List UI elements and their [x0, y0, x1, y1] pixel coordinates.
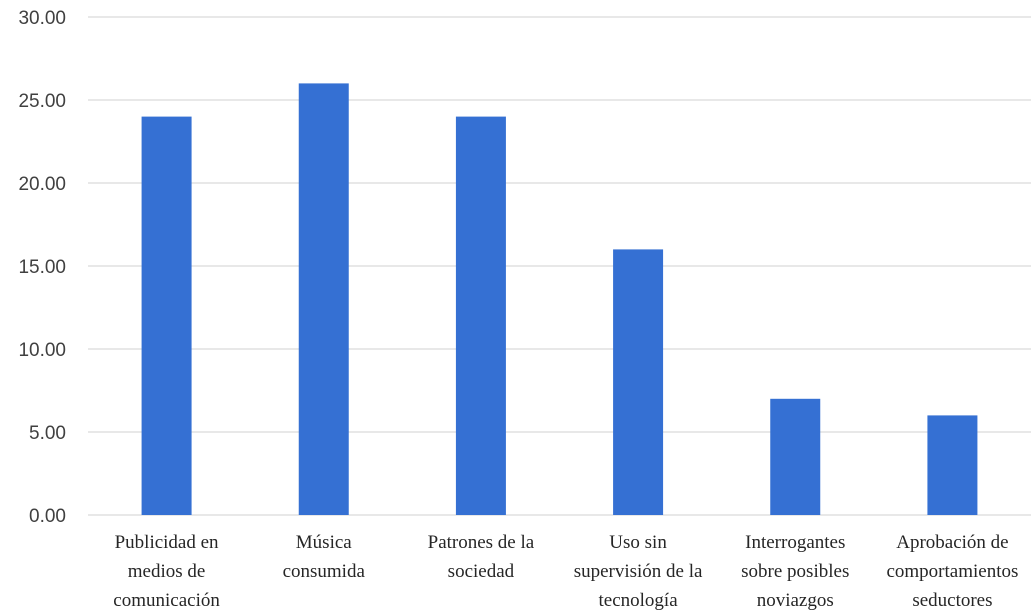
- y-tick-label: 0.00: [29, 506, 66, 527]
- bar-0: [141, 116, 192, 515]
- x-tick-label-line: supervisión de la: [574, 561, 703, 582]
- x-tick-label-line: consumida: [283, 561, 366, 582]
- y-tick-label: 10.00: [18, 340, 66, 361]
- bar-5: [927, 415, 978, 515]
- x-tick-label-line: Uso sin: [609, 532, 667, 553]
- x-tick-label-line: comportamientos: [886, 561, 1018, 582]
- x-tick-label-line: Música: [296, 532, 353, 553]
- x-tick-label-2: Patrones de la sociedad: [428, 532, 535, 582]
- x-tick-label-5: Aprobación de comportamientos seductores: [886, 532, 1018, 611]
- bar-2: [455, 116, 506, 515]
- x-tick-label-1: Música consumida: [283, 532, 366, 582]
- y-tick-label: 20.00: [18, 174, 66, 195]
- y-tick-label: 30.00: [18, 8, 66, 29]
- y-tick-label: 15.00: [18, 257, 66, 278]
- bar-4: [770, 398, 821, 515]
- gridlines: [88, 16, 1031, 516]
- bar-3: [613, 249, 664, 515]
- x-tick-label-line: Interrogantes: [745, 532, 845, 553]
- x-tick-label-line: sociedad: [448, 561, 515, 582]
- x-tick-label-line: sobre posibles: [741, 561, 849, 582]
- y-axis-ticks: 0.00 5.00 10.00 15.00 20.00 25.00 30.00: [18, 8, 66, 527]
- x-tick-label-4: Interrogantes sobre posibles noviazgos: [741, 532, 849, 611]
- x-tick-label-line: medios de: [128, 561, 206, 582]
- x-tick-label-line: comunicación: [113, 590, 220, 611]
- x-tick-label-line: Aprobación de: [896, 532, 1008, 553]
- x-tick-label-line: seductores: [912, 590, 992, 611]
- bar-1: [298, 83, 349, 516]
- bars: [141, 83, 978, 516]
- x-axis-ticks: Publicidad en medios de comunicación Música…: [113, 532, 1018, 611]
- x-tick-label-0: Publicidad en medios de comunicación: [113, 532, 220, 611]
- x-tick-label-line: Patrones de la: [428, 532, 535, 553]
- y-tick-label: 5.00: [29, 423, 66, 444]
- x-tick-label-line: Publicidad en: [115, 532, 219, 553]
- x-tick-label-line: noviazgos: [757, 590, 834, 611]
- y-tick-label: 25.00: [18, 91, 66, 112]
- x-tick-label-line: tecnología: [599, 590, 679, 611]
- x-tick-label-3: Uso sin supervisión de la tecnología: [574, 532, 703, 611]
